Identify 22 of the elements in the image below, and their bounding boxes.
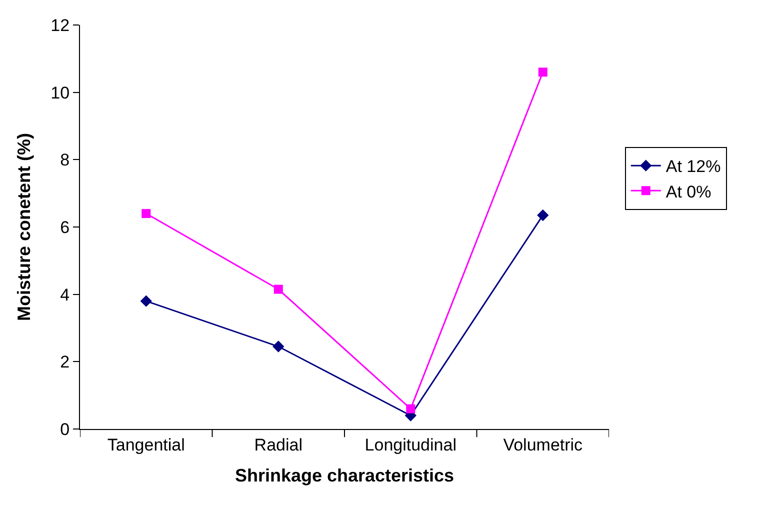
point: [537, 209, 549, 222]
x-tick-label: Volumetric: [503, 435, 584, 454]
x-axis-title: Shrinkage characteristics: [234, 466, 454, 486]
y-tick-label: 8: [60, 150, 70, 170]
y-tick-label: 0: [60, 420, 70, 439]
y-tick-label: 12: [50, 16, 70, 35]
point: [140, 295, 152, 307]
y-tick-label: 6: [60, 218, 70, 237]
point: [274, 284, 283, 294]
x-tick-label: Longitudinal: [364, 435, 456, 454]
point: [406, 404, 416, 414]
point: [538, 68, 548, 77]
legend-label: At 0%: [666, 182, 712, 202]
y-tick-label: 2: [60, 352, 70, 372]
y-axis-title: Moisture conetent (%): [14, 132, 34, 322]
y-tick-label: 10: [50, 83, 70, 102]
point: [142, 209, 151, 218]
x-tick-label: Radial: [254, 435, 302, 454]
point: [272, 340, 284, 352]
x-tick-label: Tangential: [107, 435, 185, 454]
y-tick-label: 4: [60, 285, 70, 304]
legend-label: At 12%: [666, 157, 721, 176]
